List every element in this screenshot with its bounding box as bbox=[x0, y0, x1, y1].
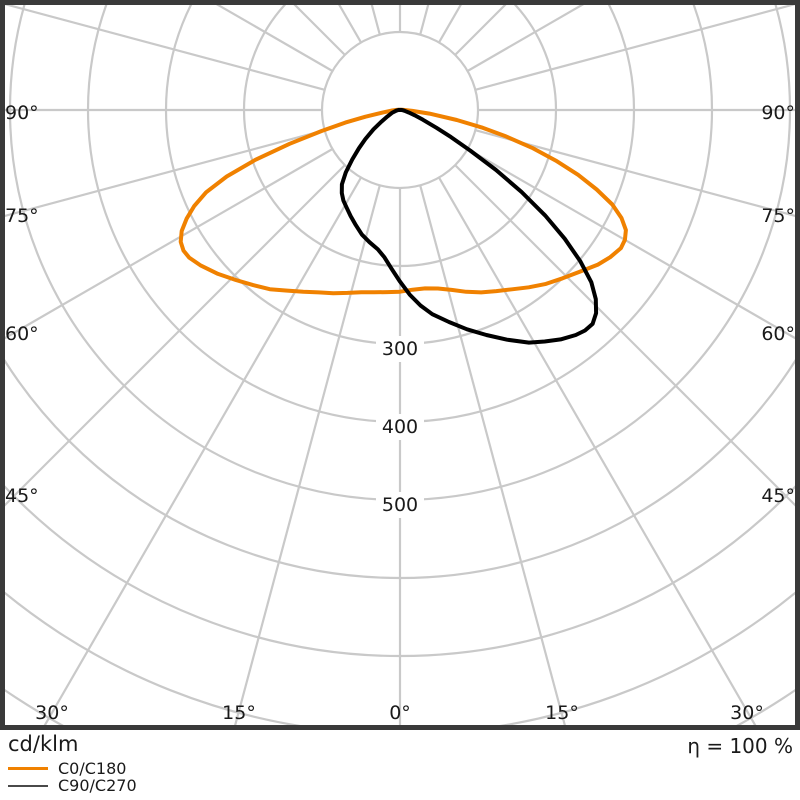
efficiency-label: η = 100 % bbox=[687, 734, 793, 758]
ring-label-300: 300 bbox=[382, 338, 418, 360]
legend-label-c90-c270: C90/C270 bbox=[58, 776, 137, 795]
unit-label: cd/klm bbox=[8, 732, 79, 756]
plot-frame bbox=[0, 0, 800, 730]
grid-spoke-165 bbox=[419, 5, 430, 35]
grid-spoke-285 bbox=[5, 129, 325, 217]
angle-label-right-75°: 75° bbox=[761, 205, 795, 227]
grid-spoke-150 bbox=[438, 5, 462, 44]
angle-label-left-75°: 75° bbox=[5, 205, 39, 227]
grid-spoke-30 bbox=[438, 176, 757, 725]
grid-spoke-300 bbox=[5, 148, 334, 340]
legend-item-c0-c180: C0/C180 bbox=[8, 760, 137, 777]
legend-line-black-icon bbox=[8, 784, 48, 787]
angle-label-left-45°: 45° bbox=[5, 485, 39, 507]
angle-label-left-90°: 90° bbox=[5, 102, 39, 124]
legend: C0/C180 C90/C270 bbox=[8, 760, 137, 794]
grid-spoke-315 bbox=[5, 164, 346, 507]
grid-spoke-195 bbox=[370, 5, 381, 35]
angle-label-right-45°: 45° bbox=[761, 485, 795, 507]
grid-spoke-135 bbox=[454, 5, 507, 56]
legend-line-orange-icon bbox=[8, 767, 48, 770]
angle-label-right-60°: 60° bbox=[761, 323, 795, 345]
angle-label-bottom-0-30°: 30° bbox=[35, 702, 69, 724]
ring-label-box-500 bbox=[376, 492, 424, 518]
grid-spoke-60 bbox=[466, 148, 795, 340]
legend-label-c0-c180: C0/C180 bbox=[58, 759, 127, 778]
grid-spoke-210 bbox=[338, 5, 362, 44]
angle-label-bottom-4-30°: 30° bbox=[730, 702, 764, 724]
grid-spoke-120 bbox=[466, 5, 585, 72]
angle-label-right-90°: 90° bbox=[761, 102, 795, 124]
grid-spoke-225 bbox=[293, 5, 346, 56]
ring-label-500: 500 bbox=[382, 494, 418, 516]
grid-spoke-240 bbox=[215, 5, 334, 72]
ring-label-box-300 bbox=[376, 336, 424, 362]
grid-spoke-75 bbox=[475, 129, 795, 217]
angle-label-left-60°: 60° bbox=[5, 323, 39, 345]
ring-label-400: 400 bbox=[382, 416, 418, 438]
grid-spoke-255 bbox=[5, 5, 325, 91]
grid-spoke-345 bbox=[234, 185, 381, 725]
curve-c90-c270 bbox=[339, 107, 599, 345]
angle-label-bottom-1-15°: 15° bbox=[222, 702, 256, 724]
grid-spoke-15 bbox=[419, 185, 566, 725]
angle-label-bottom-2-0°: 0° bbox=[389, 702, 411, 724]
grid-spoke-330 bbox=[43, 176, 362, 725]
curves bbox=[178, 107, 628, 345]
legend-item-c90-c270: C90/C270 bbox=[8, 777, 137, 794]
ring-label-box-400 bbox=[376, 414, 424, 440]
angle-label-bottom-3-15°: 15° bbox=[545, 702, 579, 724]
grid-spoke-45 bbox=[454, 164, 795, 507]
grid-spoke-105 bbox=[475, 5, 795, 91]
